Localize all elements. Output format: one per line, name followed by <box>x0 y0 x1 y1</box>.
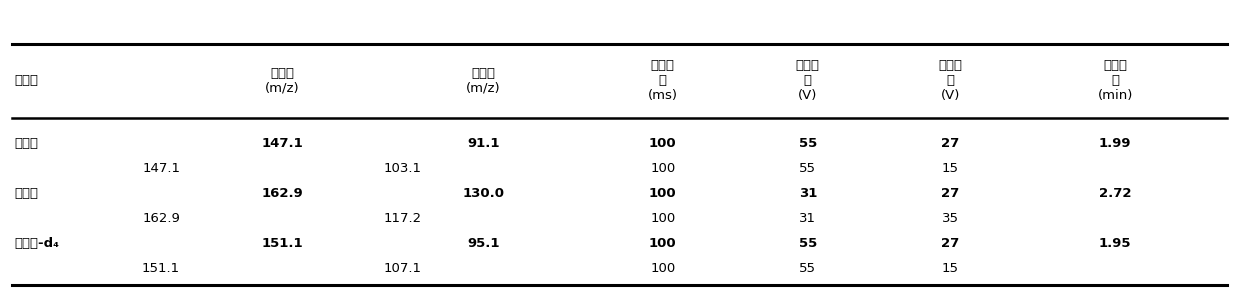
Text: 117.2: 117.2 <box>384 212 421 225</box>
Text: 27: 27 <box>942 187 959 200</box>
Text: 100: 100 <box>649 237 676 250</box>
Text: 151.1: 151.1 <box>142 262 180 275</box>
Text: 31: 31 <box>799 212 817 225</box>
Text: 55: 55 <box>799 162 817 175</box>
Text: 100: 100 <box>649 187 676 200</box>
Text: 55: 55 <box>799 137 817 150</box>
Text: 100: 100 <box>649 137 676 150</box>
Text: 147.1: 147.1 <box>142 162 180 175</box>
Text: 1.95: 1.95 <box>1099 237 1131 250</box>
Text: 151.1: 151.1 <box>261 237 304 250</box>
Text: 15: 15 <box>942 162 959 175</box>
Text: 95.1: 95.1 <box>467 237 499 250</box>
Text: 130.0: 130.0 <box>462 187 504 200</box>
Text: 香豆素-d₄: 香豆素-d₄ <box>15 237 59 250</box>
Text: 保留时
间
(min): 保留时 间 (min) <box>1098 59 1132 102</box>
Text: 31: 31 <box>799 187 817 200</box>
Text: 162.9: 162.9 <box>142 212 180 225</box>
Text: 27: 27 <box>942 237 959 250</box>
Text: 35: 35 <box>942 212 959 225</box>
Text: 162.9: 162.9 <box>261 187 304 200</box>
Text: 100: 100 <box>650 162 675 175</box>
Text: 子离子
(m/z): 子离子 (m/z) <box>466 67 501 95</box>
Text: 黄樟素: 黄樟素 <box>15 187 38 200</box>
Text: 100: 100 <box>650 212 675 225</box>
Text: 化合物: 化合物 <box>15 74 38 87</box>
Text: 27: 27 <box>942 137 959 150</box>
Text: 147.1: 147.1 <box>261 137 304 150</box>
Text: 91.1: 91.1 <box>467 137 499 150</box>
Text: 15: 15 <box>942 262 959 275</box>
Text: 香豆素: 香豆素 <box>15 137 38 150</box>
Text: 碰撞能
量
(V): 碰撞能 量 (V) <box>938 59 963 102</box>
Text: 母离子
(m/z): 母离子 (m/z) <box>265 67 300 95</box>
Text: 103.1: 103.1 <box>384 162 421 175</box>
Text: 55: 55 <box>799 262 817 275</box>
Text: 55: 55 <box>799 237 817 250</box>
Text: 2.72: 2.72 <box>1099 187 1131 200</box>
Text: 1.99: 1.99 <box>1099 137 1131 150</box>
Text: 107.1: 107.1 <box>384 262 421 275</box>
Text: 驻留时
间
(ms): 驻留时 间 (ms) <box>648 59 678 102</box>
Text: 100: 100 <box>650 262 675 275</box>
Text: 去簇电
压
(V): 去簇电 压 (V) <box>795 59 820 102</box>
